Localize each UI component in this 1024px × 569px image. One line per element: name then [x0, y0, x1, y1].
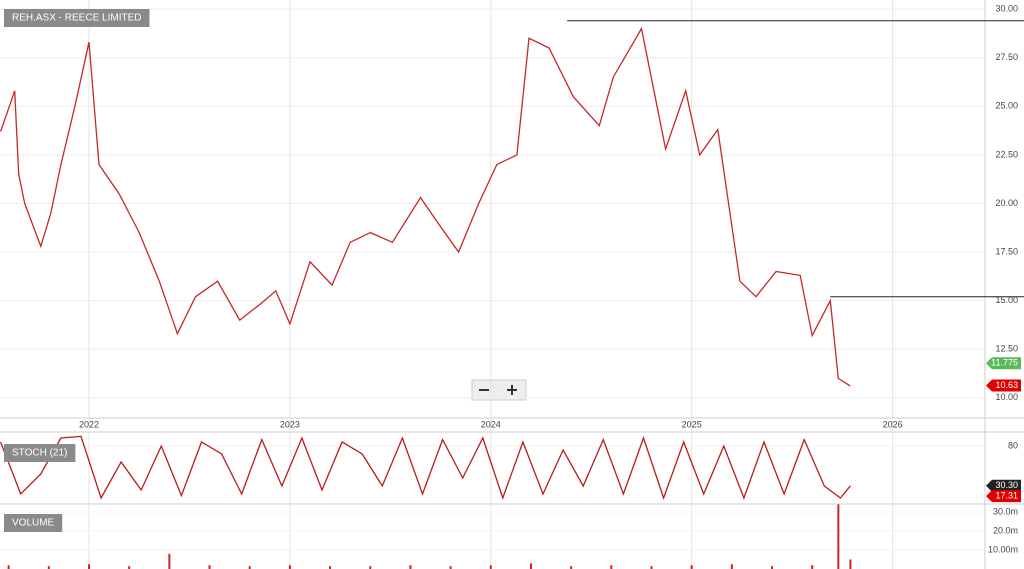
panel-title: REH.ASX - REECE LIMITED — [12, 13, 141, 24]
volume-bar — [730, 564, 733, 569]
volume-bar — [449, 566, 452, 569]
panel-title: VOLUME — [12, 518, 55, 529]
volume-bar — [128, 566, 131, 569]
x-tick-label: 2026 — [883, 419, 903, 429]
volume-bar — [811, 565, 814, 569]
price-tag — [986, 490, 1021, 503]
price-tag — [986, 479, 1021, 492]
y-tick-label: 30.0m — [993, 506, 1018, 516]
volume-bar — [7, 565, 10, 569]
volume-bar — [168, 553, 171, 569]
y-tick-label: 22.50 — [995, 149, 1018, 159]
y-tick-label: 20.00 — [995, 198, 1018, 208]
volume-bar — [409, 565, 412, 569]
volume-bar — [329, 566, 332, 569]
panel-title-bg — [4, 514, 63, 532]
price-line — [0, 435, 851, 500]
y-tick-label: 27.50 — [995, 52, 1018, 62]
price-tag — [986, 357, 1021, 370]
volume-bar — [570, 566, 573, 569]
panel-title-bg — [4, 9, 150, 27]
volume-bar — [369, 566, 372, 569]
volume-bar — [837, 504, 840, 569]
y-tick-label: 10.00m — [988, 544, 1018, 554]
y-tick-label: 80 — [1008, 440, 1018, 450]
price-tag-label: 30.30 — [995, 480, 1018, 490]
volume-bar — [690, 565, 693, 569]
volume-bar — [489, 565, 492, 569]
volume-bar — [248, 566, 251, 569]
y-tick-label: 20.0m — [993, 525, 1018, 535]
y-tick-label: 12.50 — [995, 344, 1018, 354]
price-tag-label: 10.63 — [995, 380, 1018, 390]
x-tick-label: 2024 — [481, 419, 501, 429]
volume-bar — [771, 566, 774, 569]
volume-bar — [529, 563, 532, 569]
price-line — [0, 26, 851, 387]
volume-bar — [208, 565, 211, 569]
y-tick-label: 17.50 — [995, 246, 1018, 256]
panel-title: STOCH (21) — [12, 448, 67, 459]
panel-title-bg — [4, 444, 76, 462]
x-tick-label: 2022 — [79, 419, 99, 429]
x-tick-label: 2023 — [280, 419, 300, 429]
volume-bar — [87, 564, 90, 569]
volume-bar — [288, 565, 291, 569]
price-tag-label: 17.31 — [995, 491, 1018, 501]
x-tick-label: 2025 — [682, 419, 702, 429]
zoom-controls[interactable] — [471, 379, 527, 401]
y-tick-label: 25.00 — [995, 101, 1018, 111]
y-tick-label: 30.00 — [995, 4, 1018, 14]
y-tick-label: 10.00 — [995, 392, 1018, 402]
volume-bar — [849, 559, 852, 569]
y-tick-label: 15.00 — [995, 295, 1018, 305]
volume-bar — [610, 565, 613, 569]
price-tag-label: 11.775 — [991, 358, 1018, 368]
volume-bar — [650, 566, 653, 569]
volume-bar — [47, 566, 50, 569]
price-tag — [986, 379, 1021, 392]
